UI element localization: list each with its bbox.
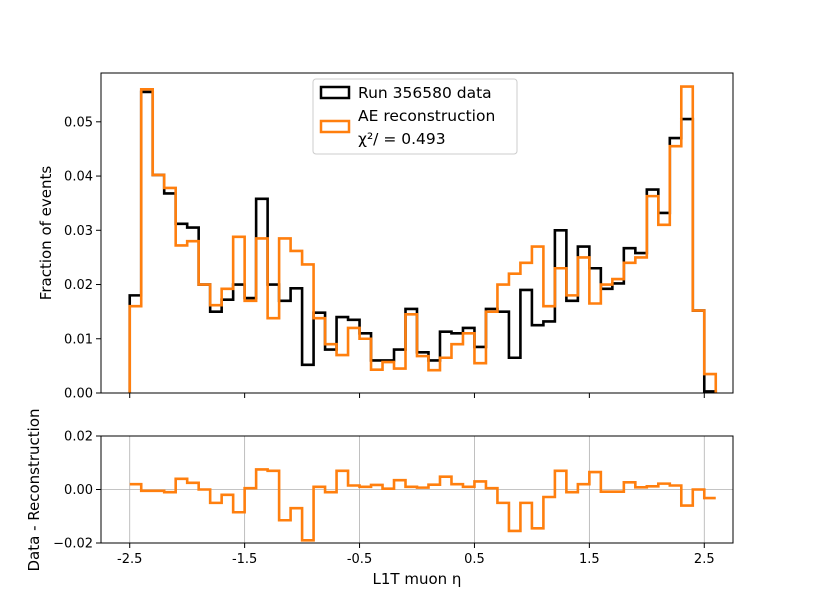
residual-y-axis: −0.02 0.00 0.02	[53, 430, 101, 552]
residual-y-tick-label: −0.02	[53, 537, 93, 552]
main-y-tick-label: 0.04	[64, 170, 93, 185]
x-tick-label: 2.5	[694, 552, 715, 567]
x-axis: -2.5 -1.5 -0.5 0.5 1.5 2.5	[117, 543, 715, 567]
legend-label-data: Run 356580 data	[358, 84, 492, 102]
residual-step-line	[129, 468, 716, 542]
residual-y-tick-label: 0.02	[64, 430, 93, 445]
legend-label-chi2: χ²/ = 0.493	[358, 130, 446, 148]
legend: Run 356580 data AE reconstruction χ²/ = …	[312, 78, 518, 155]
legend-box	[312, 78, 518, 155]
main-plot-frame	[100, 72, 734, 394]
legend-swatch-data	[319, 85, 351, 100]
main-y-axis: 0.00 0.01 0.02 0.03 0.04 0.05	[64, 115, 101, 402]
x-tick-label: -0.5	[347, 552, 372, 567]
main-x-tick-marks	[129, 393, 705, 398]
legend-swatch-reconstruction	[319, 119, 351, 134]
residual-panel: −0.02 0.00 0.02 -2.5 -1.5 -0.5 0.5 1.5 2.5 Data…	[25, 408, 734, 588]
main-y-tick-label: 0.03	[64, 224, 93, 239]
main-y-tick-label: 0.00	[64, 387, 93, 402]
residual-y-tick-label: 0.00	[64, 483, 93, 498]
residual-y-axis-label: Data - Reconstruction	[25, 408, 43, 571]
main-y-tick-label: 0.01	[64, 332, 93, 347]
residual-plot-layer	[129, 468, 716, 542]
main-plot-layer	[128, 85, 718, 393]
x-tick-label: -1.5	[232, 552, 257, 567]
x-tick-label: 0.5	[464, 552, 485, 567]
x-tick-label: 1.5	[579, 552, 600, 567]
legend-label-reconstruction: AE reconstruction	[358, 107, 495, 125]
series-reconstruction-step-line	[128, 85, 718, 393]
main-y-tick-label: 0.05	[64, 115, 93, 130]
x-tick-label: -2.5	[117, 552, 142, 567]
x-axis-label: L1T muon η	[373, 570, 462, 588]
main-y-axis-label: Fraction of events	[37, 166, 55, 301]
main-y-tick-label: 0.02	[64, 278, 93, 293]
residual-plot-frame	[100, 435, 734, 544]
main-histogram-panel: 0.00 0.01 0.02 0.03 0.04 0.05 Run 356580 data…	[37, 72, 734, 402]
